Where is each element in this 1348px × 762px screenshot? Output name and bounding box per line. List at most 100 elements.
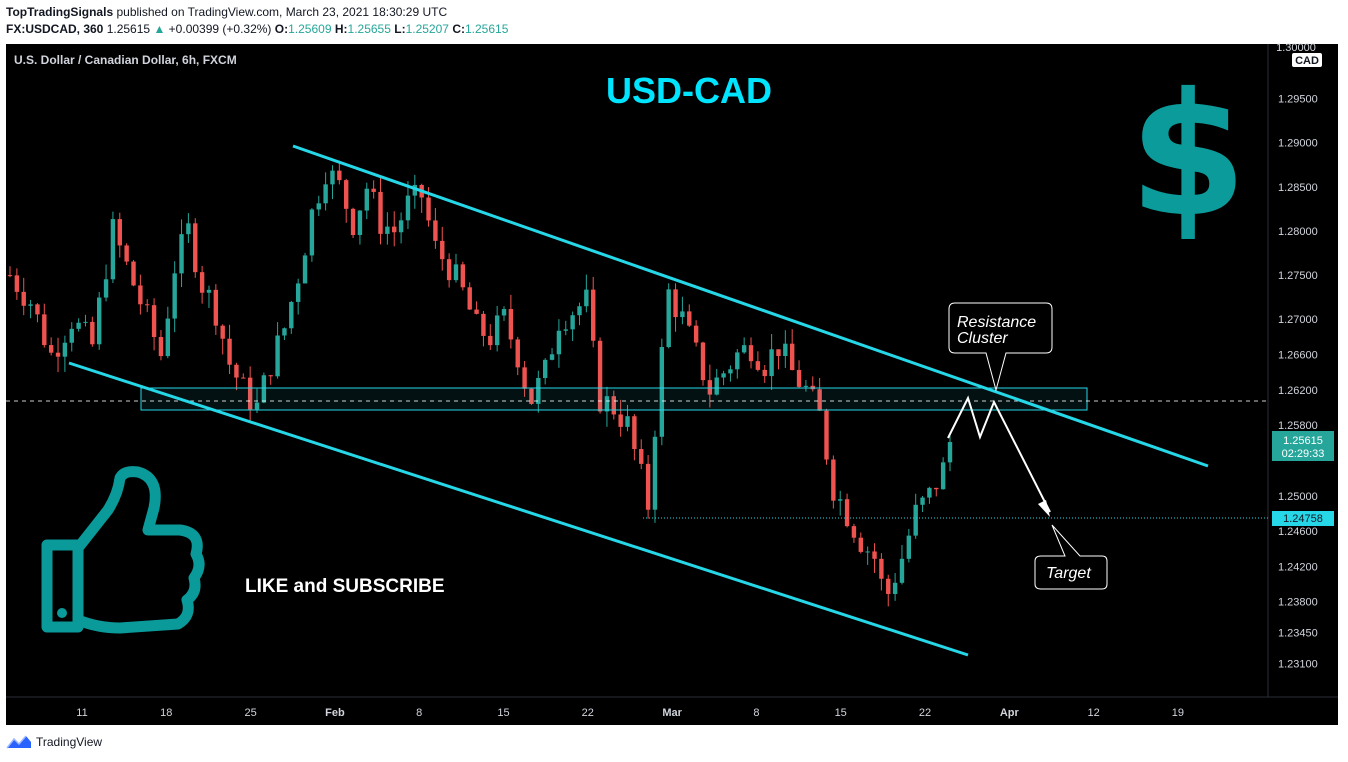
cta-text[interactable]: LIKE and SUBSCRIBE <box>245 576 445 597</box>
y-tick-label: 1.27500 <box>1278 270 1318 282</box>
y-tick-label: 1.25800 <box>1278 420 1318 432</box>
candle-body <box>446 259 452 281</box>
candle-body <box>659 347 665 437</box>
candle-body <box>474 309 479 314</box>
candle-body <box>865 551 870 553</box>
candle-body <box>316 203 321 210</box>
candle-body <box>295 283 301 302</box>
upper-channel-line[interactable] <box>292 144 1209 468</box>
x-tick-label: 22 <box>919 707 931 719</box>
candle-body <box>913 504 918 536</box>
y-tick-label: 1.24200 <box>1278 561 1318 573</box>
author-name[interactable]: TopTradingSignals <box>6 5 114 19</box>
up-arrow-icon: ▲ <box>153 22 166 36</box>
candle-body <box>899 558 905 583</box>
candle-body <box>35 304 40 315</box>
projection-path[interactable] <box>947 395 1051 513</box>
current-price-value: 1.25615 <box>1283 435 1323 447</box>
candle-body <box>817 389 822 411</box>
y-tick-label: 1.27000 <box>1278 314 1318 326</box>
target-callout[interactable]: Target <box>1034 524 1108 590</box>
candle-body <box>838 499 843 501</box>
target-price-value: 1.24758 <box>1283 513 1323 525</box>
candle-body <box>714 377 719 395</box>
candle-body <box>851 526 857 538</box>
dollar-icon: $ <box>1129 57 1247 255</box>
candle-body <box>522 367 527 389</box>
currency-badge[interactable] <box>1292 53 1322 67</box>
candle-body <box>796 370 802 387</box>
tradingview-logo-icon <box>6 735 31 749</box>
candle-body <box>508 309 514 340</box>
candle-body <box>199 272 205 293</box>
candle-body <box>7 275 13 277</box>
y-tick-label: 1.24600 <box>1278 526 1318 538</box>
candle-body <box>639 449 644 464</box>
candle-body <box>213 289 219 326</box>
candle-body <box>769 349 774 377</box>
candle-body <box>254 402 260 410</box>
candle-body <box>357 210 363 236</box>
time-axis[interactable]: 11 18 25 Feb 8 15 22 Mar 8 15 22 Apr 12 19 <box>76 707 1184 719</box>
chart-panel[interactable] <box>6 44 1338 725</box>
candle-body <box>268 375 273 377</box>
resistance-zone[interactable] <box>140 387 1088 411</box>
candle-body <box>186 223 191 235</box>
x-tick-label: 15 <box>835 707 847 719</box>
y-tick-label: 1.23100 <box>1278 659 1318 671</box>
candle-body <box>789 343 795 371</box>
footer-brand[interactable]: TradingView <box>6 734 102 750</box>
candle-body <box>69 328 74 343</box>
projection-arrowhead-icon <box>1038 500 1050 517</box>
candle-body <box>158 337 164 357</box>
x-tick-label: Feb <box>325 707 345 719</box>
candle-body <box>741 345 747 353</box>
candle-body <box>460 264 466 288</box>
candle-body <box>172 273 177 319</box>
candle-body <box>625 416 630 427</box>
x-tick-label: Apr <box>1000 707 1020 719</box>
candle-body <box>426 197 431 221</box>
candle-body <box>282 328 287 336</box>
candle-body <box>467 287 472 310</box>
candle-body <box>96 297 102 345</box>
candle-body <box>920 497 925 505</box>
candle-body <box>652 436 658 510</box>
chart-legend: U.S. Dollar / Canadian Dollar, 6h, FXCM <box>14 53 237 67</box>
candle-body <box>776 349 781 357</box>
thumb-dot-icon <box>57 608 67 618</box>
candle-body <box>604 396 610 412</box>
thumbs-up-icon[interactable] <box>41 466 205 634</box>
candle-body <box>42 314 47 346</box>
candle-body <box>721 373 726 378</box>
lower-channel-line[interactable] <box>68 361 969 657</box>
y-tick-label: 1.23800 <box>1278 597 1318 609</box>
candle-body <box>831 459 836 501</box>
candle-body <box>28 304 33 306</box>
candle-body <box>577 306 582 316</box>
candle-body <box>906 535 912 559</box>
chart-title: USD-CAD <box>606 70 772 111</box>
candle-body <box>755 361 761 370</box>
candle-body <box>76 322 81 329</box>
y-tick-label: 1.26600 <box>1278 350 1318 362</box>
price-axis[interactable]: 1.29500 1.29000 1.28500 1.28000 1.27500 1.270… <box>1278 94 1318 671</box>
candle-body <box>584 289 589 307</box>
x-tick-label: 8 <box>416 707 422 719</box>
candle-body <box>398 220 404 233</box>
x-tick-label: 18 <box>160 707 172 719</box>
resistance-callout[interactable]: Resistance Cluster <box>948 302 1053 392</box>
candle-body <box>728 369 733 374</box>
y-tick-label: 1.25000 <box>1278 491 1318 503</box>
candle-body <box>110 219 116 280</box>
x-tick-label: 12 <box>1087 707 1099 719</box>
x-tick-label: 15 <box>497 707 509 719</box>
high-label: H: <box>334 22 348 36</box>
candle-body <box>124 245 129 262</box>
y-tick-label: 1.29500 <box>1278 94 1318 106</box>
target-label: Target <box>1046 565 1091 582</box>
candle-body <box>707 380 713 395</box>
candle-body <box>241 377 246 379</box>
candle-body <box>680 311 685 318</box>
